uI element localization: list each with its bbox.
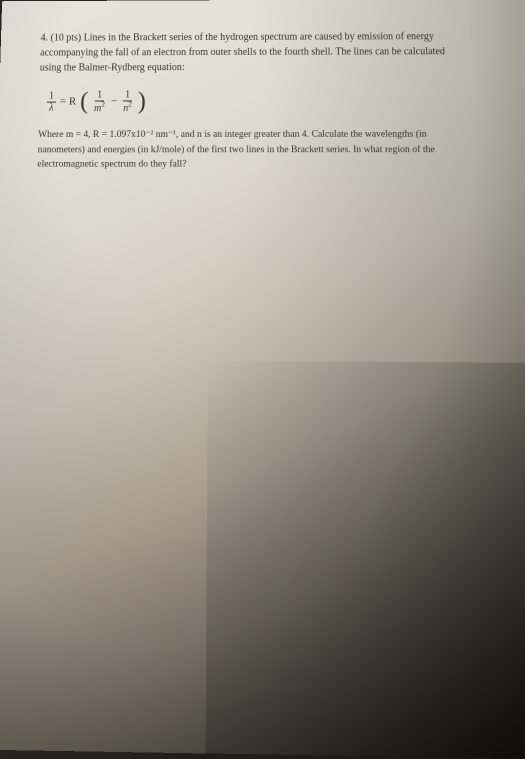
- problem-line3: using the Balmer-Rydberg equation:: [40, 62, 185, 73]
- fraction-one-over-lambda: 1 λ: [47, 90, 57, 113]
- document-page: 4. (10 pts) Lines in the Brackett series…: [0, 0, 525, 759]
- numerator: 1: [47, 90, 56, 102]
- problem-points: (10 pts): [50, 33, 81, 44]
- right-paren: ): [138, 92, 146, 111]
- rydberg-equation: 1 λ = R ( 1 m2 − 1 n2 ): [47, 89, 502, 115]
- denominator: λ: [47, 102, 56, 113]
- problem-line1: Lines in the Brackett series of the hydr…: [83, 31, 434, 43]
- problem-number: 4.: [40, 33, 48, 44]
- denominator: n2: [121, 101, 134, 113]
- problem-line2: accompanying the fall of an electron fro…: [40, 46, 445, 58]
- corner-shadow: [205, 361, 525, 759]
- fraction-one-over-n-squared: 1 n2: [121, 89, 134, 114]
- body2-line2: nanometers) and energies (in kJ/mole) of…: [38, 144, 435, 154]
- denominator: m2: [92, 102, 107, 114]
- left-paren: (: [80, 92, 88, 111]
- minus-sign: −: [111, 96, 117, 108]
- equals-R: = R: [60, 96, 77, 108]
- fraction-one-over-m-squared: 1 m2: [92, 89, 107, 114]
- body2-line1: Where m = 4, R = 1.097x10⁻² nm⁻¹, and n …: [38, 130, 427, 141]
- body2-line3: electromagnetic spectrum do they fall?: [37, 159, 186, 169]
- problem-body-2: Where m = 4, R = 1.097x10⁻² nm⁻¹, and n …: [37, 128, 503, 172]
- problem-statement: 4. (10 pts) Lines in the Brackett series…: [40, 29, 501, 76]
